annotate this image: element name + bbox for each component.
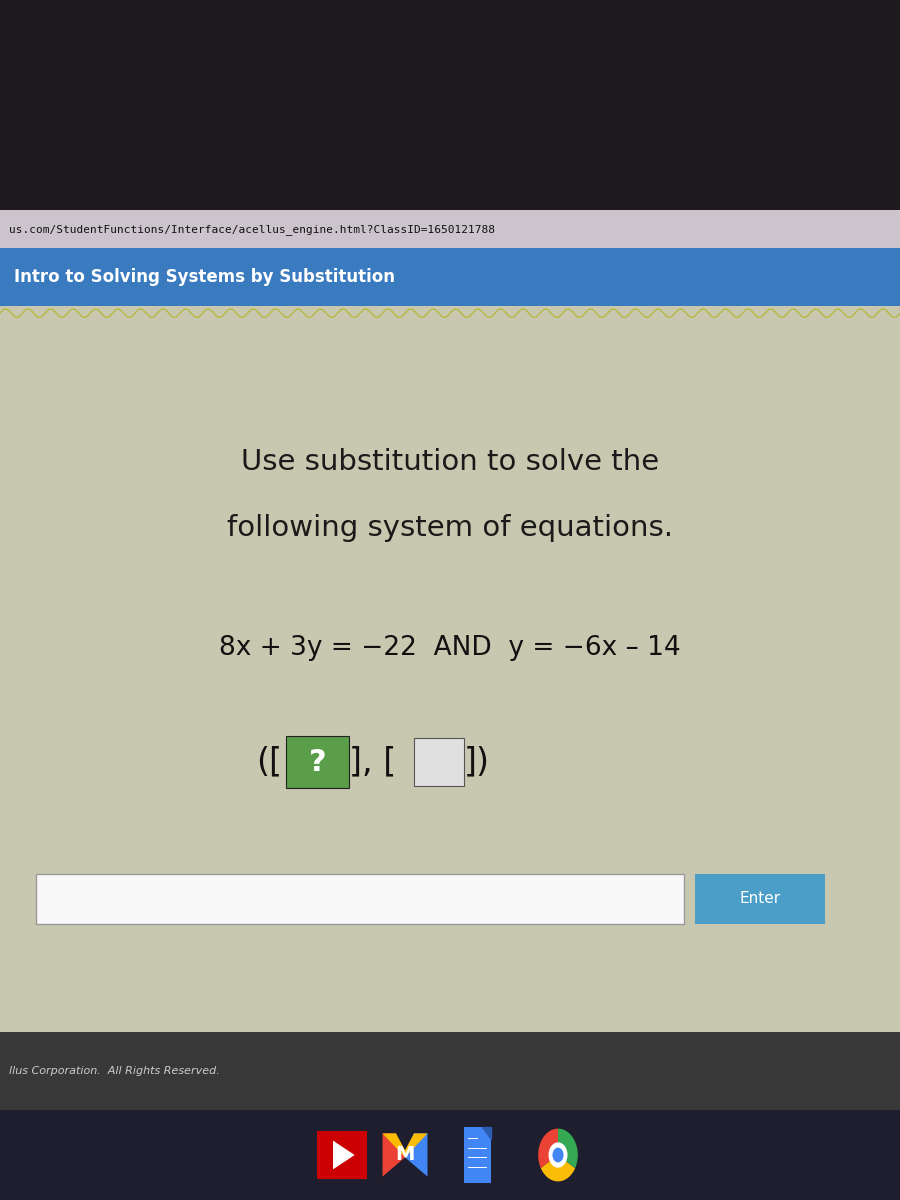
Text: Enter: Enter bbox=[740, 892, 780, 906]
Bar bbox=[0, 1032, 900, 1110]
Polygon shape bbox=[382, 1133, 428, 1157]
Bar bbox=[0, 0, 900, 210]
Polygon shape bbox=[382, 1133, 405, 1176]
Text: ], [: ], [ bbox=[349, 745, 396, 779]
Bar bbox=[0, 306, 900, 1032]
Text: ([: ([ bbox=[256, 745, 283, 779]
Text: llus Corporation.  All Rights Reserved.: llus Corporation. All Rights Reserved. bbox=[9, 1066, 220, 1076]
Bar bbox=[0, 210, 900, 248]
Text: Use substitution to solve the: Use substitution to solve the bbox=[241, 448, 659, 476]
Bar bbox=[0, 248, 900, 306]
Text: Intro to Solving Systems by Substitution: Intro to Solving Systems by Substitution bbox=[14, 269, 394, 287]
Polygon shape bbox=[333, 1140, 355, 1169]
Bar bbox=[286, 736, 349, 788]
Text: ?: ? bbox=[309, 748, 327, 776]
Bar bbox=[695, 874, 825, 924]
Circle shape bbox=[553, 1147, 563, 1163]
Text: 8x + 3y = −22  AND  y = −6x – 14: 8x + 3y = −22 AND y = −6x – 14 bbox=[220, 635, 680, 661]
Bar bbox=[0, 1110, 900, 1200]
Text: us.com/StudentFunctions/Interface/acellus_engine.html?ClassID=1650121788: us.com/StudentFunctions/Interface/acellu… bbox=[9, 223, 495, 235]
Polygon shape bbox=[541, 1154, 575, 1181]
Text: M: M bbox=[395, 1146, 415, 1164]
Polygon shape bbox=[405, 1133, 428, 1176]
Text: ]): ]) bbox=[464, 745, 490, 779]
Polygon shape bbox=[482, 1128, 490, 1140]
Circle shape bbox=[548, 1142, 568, 1168]
Polygon shape bbox=[538, 1128, 558, 1169]
Polygon shape bbox=[558, 1128, 578, 1169]
Bar bbox=[464, 1128, 490, 1183]
Bar bbox=[36, 874, 684, 924]
Bar bbox=[414, 738, 464, 786]
Bar bbox=[317, 1130, 367, 1178]
Text: following system of equations.: following system of equations. bbox=[227, 514, 673, 542]
